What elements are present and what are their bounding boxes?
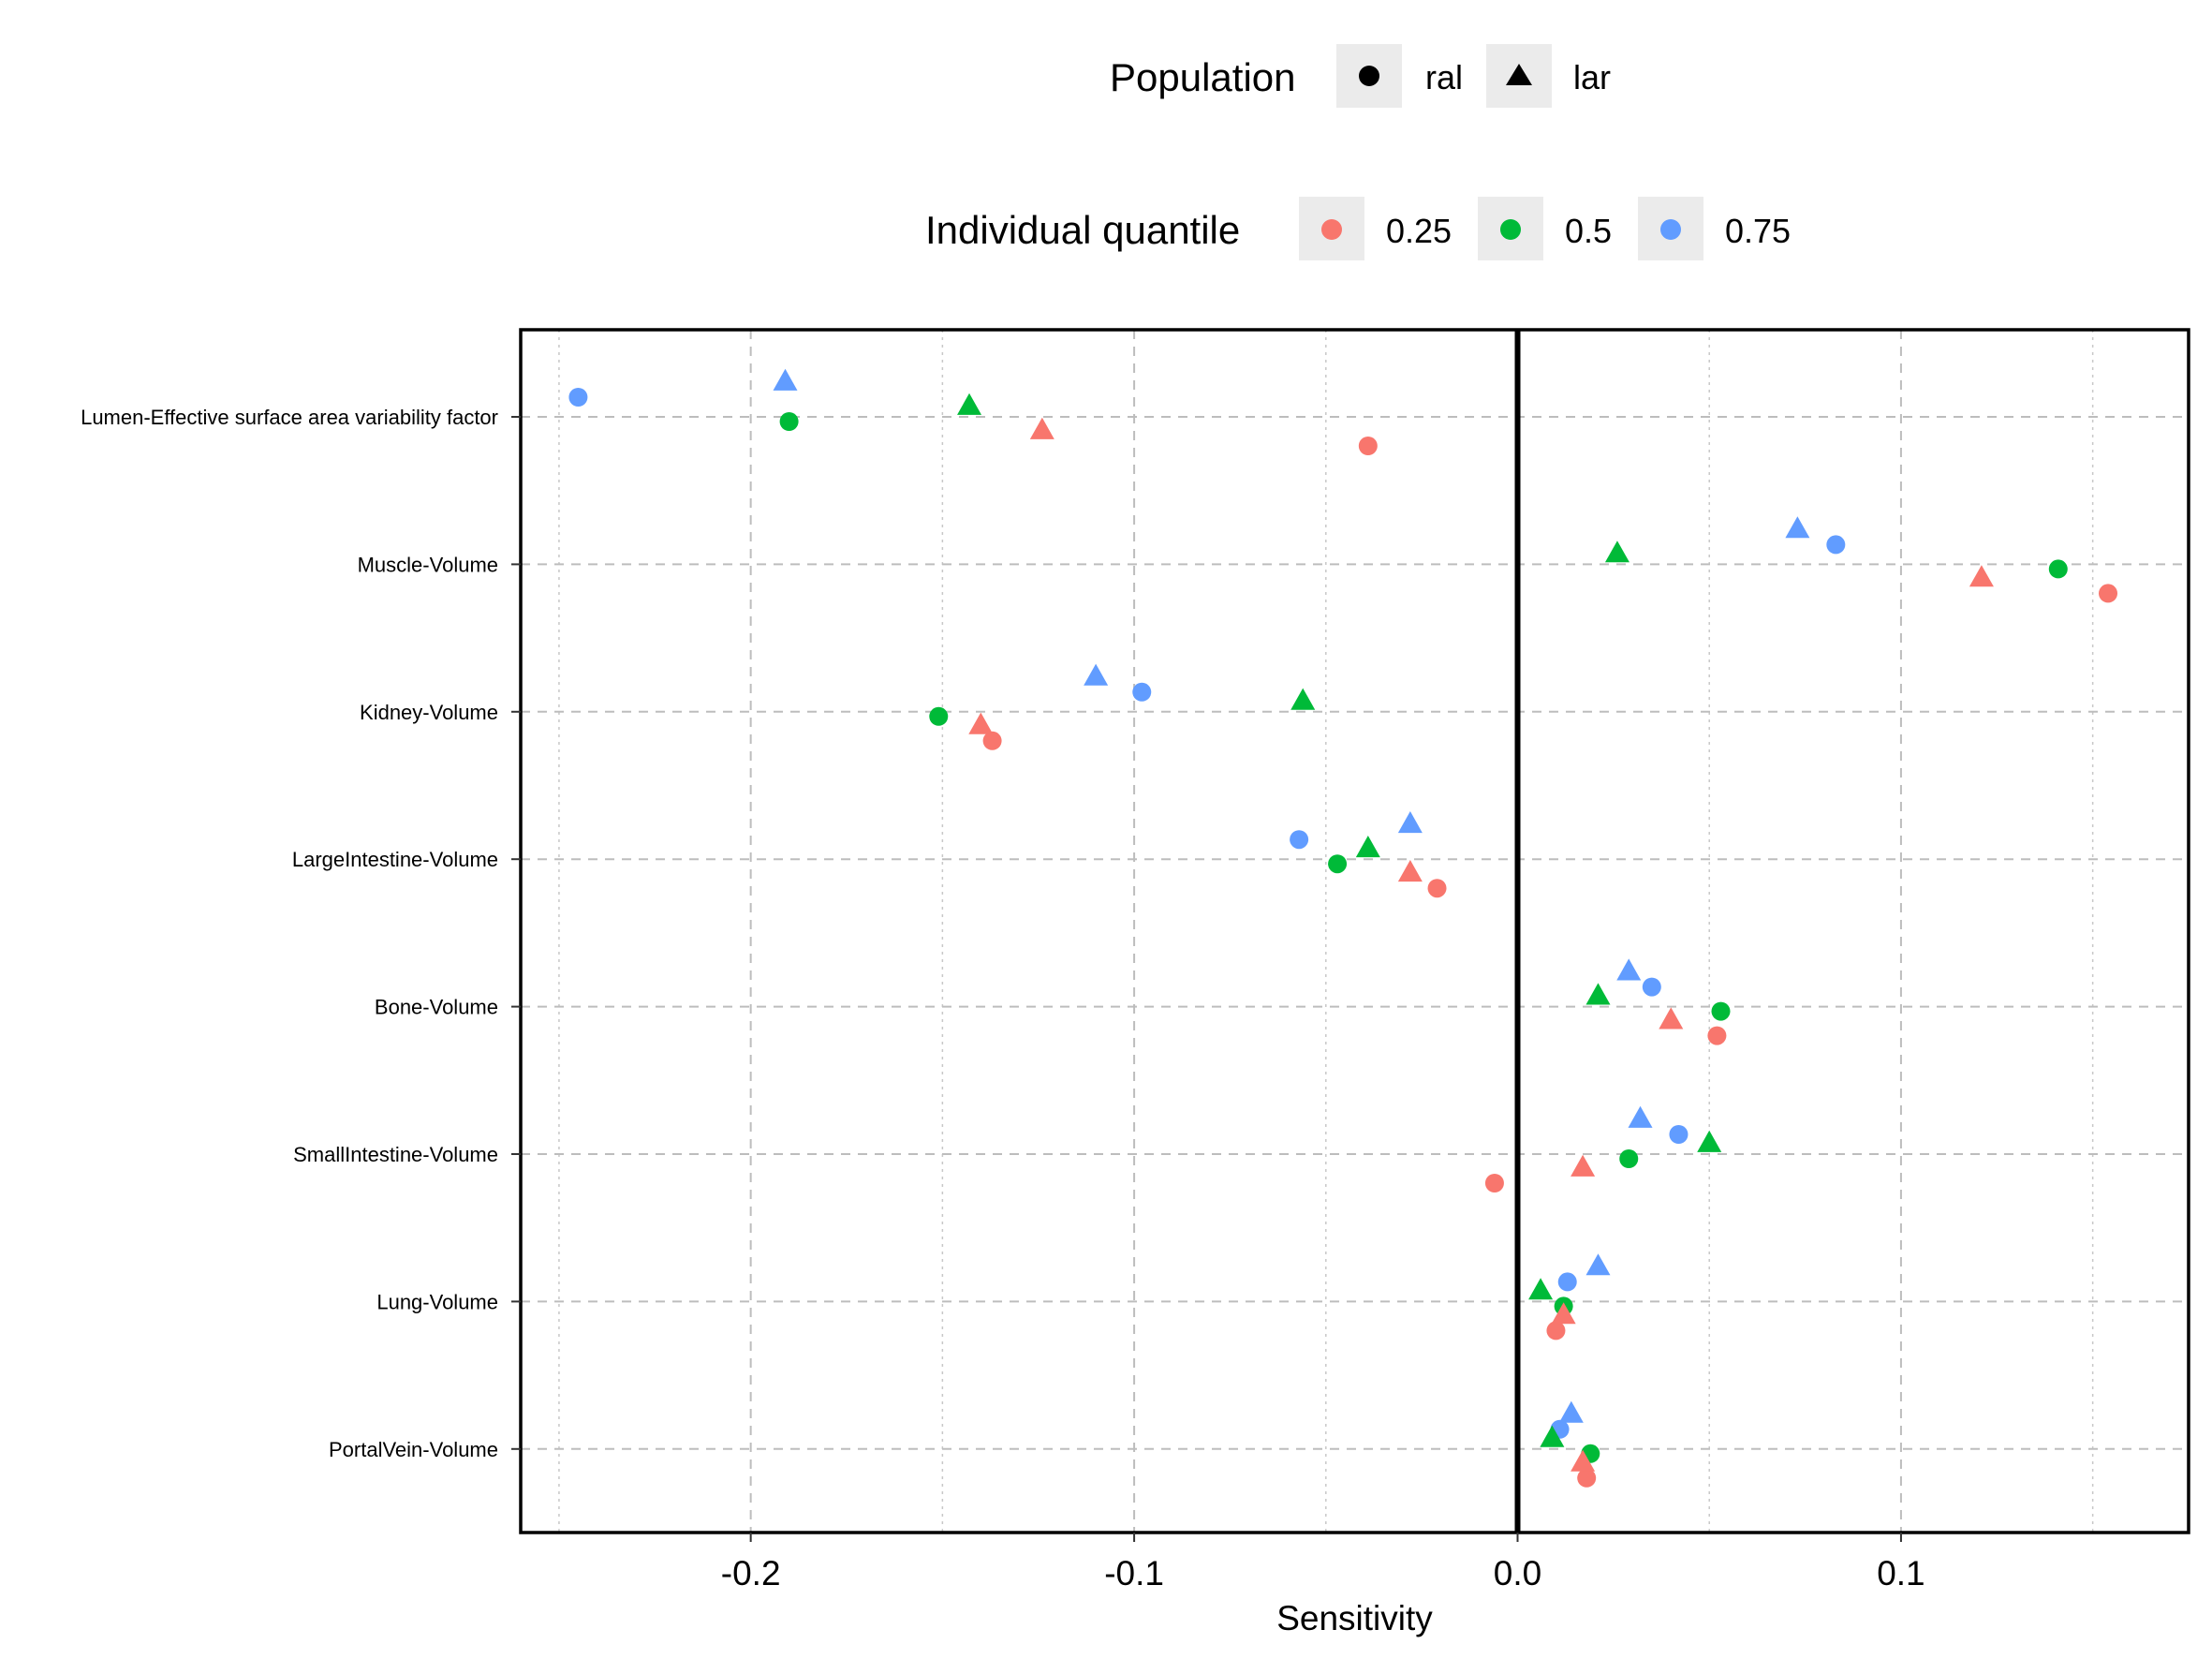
category-label-smallintestine-volume: SmallIntestine-Volume (293, 1143, 498, 1166)
x-tick-label: -0.1 (1104, 1554, 1164, 1592)
point-lar-q05-kidney-volume (1290, 688, 1316, 710)
point-lar-q05-bone-volume (1585, 983, 1611, 1005)
point-lar-q05-lumen-effective-surface-area-variability-factor (957, 393, 982, 415)
point-ral-q075-muscle-volume (1826, 535, 1846, 555)
population-legend: Population ral lar (1110, 44, 1611, 108)
point-ral-q025-muscle-volume (2099, 584, 2118, 603)
point-lar-q075-largeintestine-volume (1397, 811, 1423, 834)
legend-key-q025-circle (1321, 219, 1342, 240)
point-lar-q025-muscle-volume (1969, 565, 1994, 587)
point-ral-q025-largeintestine-volume (1427, 879, 1447, 898)
x-tick-label: 0.1 (1877, 1554, 1924, 1592)
x-axis-ticks: -0.2 -0.1 0.0 0.1 (721, 1533, 1925, 1592)
point-lar-q05-portalvein-volume (1540, 1425, 1565, 1447)
point-ral-q025-lumen-effective-surface-area-variability-factor (1358, 437, 1378, 455)
category-axis-labels: Lumen-Effective surface area variability… (81, 406, 521, 1461)
point-lar-q075-bone-volume (1616, 958, 1642, 981)
point-ral-q075-kidney-volume (1132, 682, 1152, 702)
point-ral-q075-smallintestine-volume (1669, 1125, 1688, 1144)
point-lar-q075-muscle-volume (1785, 516, 1810, 539)
point-lar-q05-largeintestine-volume (1355, 836, 1380, 858)
point-ral-q025-smallintestine-volume (1484, 1174, 1504, 1192)
point-ral-q05-kidney-volume (929, 706, 949, 726)
legend-key-lar-triangle (1506, 64, 1532, 85)
quantile-legend-title: Individual quantile (925, 208, 1240, 252)
point-lar-q05-smallintestine-volume (1697, 1130, 1722, 1152)
category-label-bone-volume: Bone-Volume (375, 996, 498, 1019)
category-label-kidney-volume: Kidney-Volume (360, 701, 498, 724)
legend-label-q025: 0.25 (1386, 212, 1452, 250)
category-label-lung-volume: Lung-Volume (376, 1290, 498, 1313)
x-tick-label: 0.0 (1494, 1554, 1541, 1592)
point-lar-q025-largeintestine-volume (1397, 860, 1423, 882)
point-lar-q075-portalvein-volume (1558, 1400, 1584, 1423)
point-ral-q025-bone-volume (1707, 1026, 1727, 1045)
legend-label-q05: 0.5 (1565, 212, 1612, 250)
point-lar-q025-smallintestine-volume (1571, 1154, 1596, 1177)
legend-key-q075-circle (1660, 219, 1681, 240)
legend-key-ral-circle (1359, 66, 1379, 86)
legend-label-lar: lar (1573, 58, 1611, 96)
category-label-largeintestine-volume: LargeIntestine-Volume (292, 848, 498, 871)
point-ral-q025-portalvein-volume (1577, 1468, 1597, 1488)
population-legend-title: Population (1110, 55, 1296, 99)
x-tick-label: -0.2 (721, 1554, 781, 1592)
point-ral-q05-bone-volume (1711, 1001, 1731, 1021)
grid-lines (521, 330, 2189, 1533)
legend-label-q075: 0.75 (1725, 212, 1791, 250)
point-lar-q025-lumen-effective-surface-area-variability-factor (1029, 417, 1054, 439)
x-axis-title: Sensitivity (1276, 1599, 1433, 1637)
category-label-muscle-volume: Muscle-Volume (358, 553, 498, 576)
point-lar-q05-muscle-volume (1604, 541, 1630, 563)
point-ral-q05-muscle-volume (2048, 559, 2068, 579)
point-lar-q025-portalvein-volume (1571, 1449, 1596, 1472)
point-ral-q05-lumen-effective-surface-area-variability-factor (779, 412, 799, 431)
point-lar-q05-lung-volume (1528, 1278, 1554, 1300)
point-ral-q075-lung-volume (1557, 1272, 1577, 1292)
point-ral-q025-lung-volume (1546, 1321, 1566, 1341)
data-points (568, 368, 2118, 1488)
point-lar-q075-kidney-volume (1084, 663, 1109, 686)
point-lar-q075-smallintestine-volume (1628, 1105, 1653, 1128)
point-lar-q075-lung-volume (1585, 1253, 1611, 1276)
point-ral-q075-lumen-effective-surface-area-variability-factor (568, 388, 588, 407)
point-ral-q025-kidney-volume (982, 731, 1002, 750)
point-lar-q025-bone-volume (1659, 1007, 1684, 1029)
category-label-portalvein-volume: PortalVein-Volume (329, 1438, 498, 1461)
legend-key-q05-circle (1500, 219, 1521, 240)
quantile-legend: Individual quantile 0.25 0.5 0.75 (925, 197, 1791, 260)
point-ral-q05-smallintestine-volume (1619, 1149, 1639, 1168)
point-ral-q05-largeintestine-volume (1328, 854, 1348, 874)
point-lar-q025-kidney-volume (968, 712, 994, 734)
point-lar-q025-lung-volume (1551, 1302, 1576, 1325)
legend-label-ral: ral (1425, 58, 1463, 96)
point-ral-q075-bone-volume (1642, 977, 1661, 997)
category-label-lumen-effective-surface-area-variability-factor: Lumen-Effective surface area variability… (81, 406, 498, 429)
plot-panel-border (519, 328, 2190, 1534)
point-ral-q075-largeintestine-volume (1290, 830, 1309, 850)
point-lar-q075-lumen-effective-surface-area-variability-factor (773, 368, 798, 391)
